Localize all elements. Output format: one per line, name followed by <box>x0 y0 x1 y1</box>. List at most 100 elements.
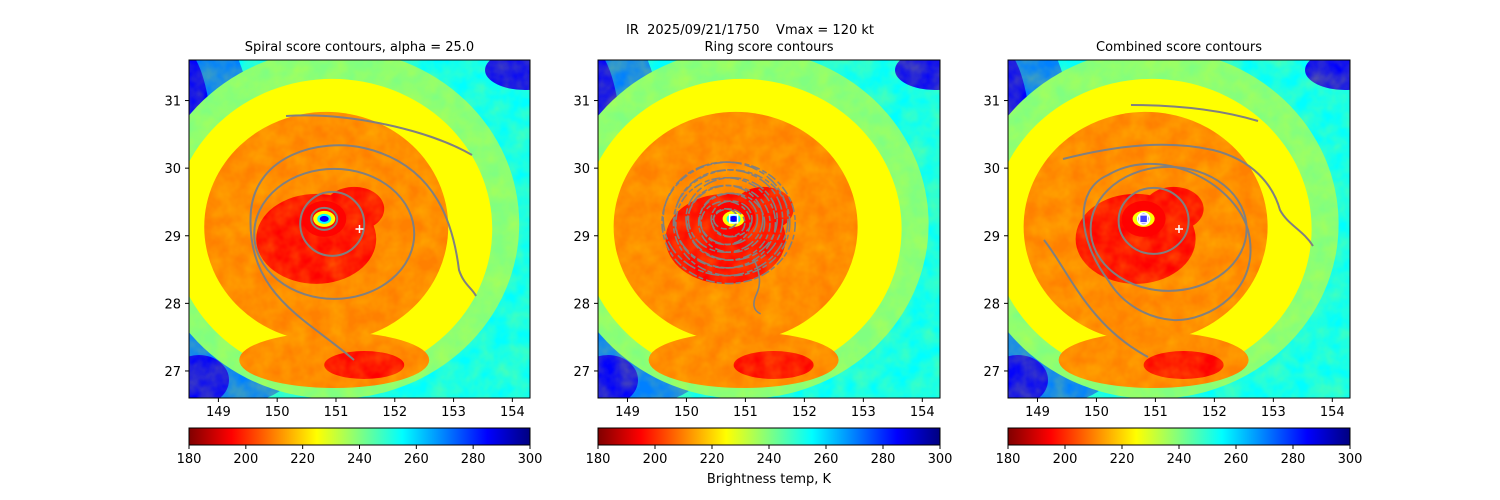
y-tick-label: 27 <box>573 365 590 380</box>
x-tick-label: 149 <box>615 405 640 420</box>
colorbar-label: Brightness temp, K <box>706 472 832 487</box>
panel-3: Combined score contours 149 150 151 152 153 15… <box>983 40 1363 467</box>
x-tick-label: 149 <box>206 405 231 420</box>
contour-line <box>310 206 339 231</box>
colorbar-tick-label: 180 <box>586 452 611 467</box>
y-tick-label: 28 <box>164 297 181 312</box>
colorbar-tick-label: 260 <box>814 452 839 467</box>
colorbar-tick-label: 280 <box>871 452 896 467</box>
colorbar-tick-label: 200 <box>643 452 668 467</box>
y-tick-label: 28 <box>983 297 1000 312</box>
contour-line <box>752 258 761 315</box>
marker-plus <box>355 225 364 233</box>
y-tick-label: 31 <box>164 95 181 110</box>
y-tick-label: 31 <box>573 95 590 110</box>
x-tick-label: 150 <box>1084 405 1109 420</box>
colorbar-tick-label: 300 <box>518 452 543 467</box>
marker-plus <box>1175 225 1183 233</box>
y-tick-label: 27 <box>164 365 181 380</box>
axes-frame <box>597 59 941 399</box>
y-tick-label: 29 <box>983 230 1000 245</box>
colorbar-gradient <box>597 427 941 446</box>
panel-1: Spiral score contours, alpha = 25.0 149 15… <box>164 40 543 467</box>
x-tick-label: 150 <box>265 405 290 420</box>
x-tick-label: 151 <box>1143 405 1168 420</box>
y-tick-label: 27 <box>983 365 1000 380</box>
panel-2: Ring score contours 149 150 151 152 153 154 27 2… <box>573 40 953 467</box>
y-tick-label: 29 <box>573 230 590 245</box>
contour-line <box>249 144 477 361</box>
colorbar-tick-label: 300 <box>928 452 953 467</box>
x-tick-label: 154 <box>500 405 525 420</box>
colorbar-tick-label: 180 <box>177 452 202 467</box>
y-tick-label: 29 <box>164 230 181 245</box>
colorbar-tick-label: 280 <box>1281 452 1306 467</box>
marker-square <box>728 214 739 224</box>
contour-line <box>1130 104 1259 122</box>
ir-image <box>1008 60 1350 398</box>
panel-title: Ring score contours <box>704 40 833 55</box>
x-tick-label: 154 <box>910 405 935 420</box>
contour-line <box>672 169 791 277</box>
y-tick-label: 30 <box>573 162 590 177</box>
x-tick-label: 152 <box>1202 405 1227 420</box>
marker-circle <box>1136 212 1151 226</box>
colorbar-tick-label: 260 <box>404 452 429 467</box>
contour-line <box>661 161 797 285</box>
contour-line <box>673 169 784 269</box>
ir-image <box>189 60 530 398</box>
x-tick-label: 154 <box>1320 405 1345 420</box>
axes-frame <box>1007 59 1351 399</box>
y-tick-label: 28 <box>573 297 590 312</box>
contour-line <box>697 192 766 254</box>
x-tick-label: 153 <box>441 405 466 420</box>
y-tick-label: 31 <box>983 95 1000 110</box>
contour-line <box>1117 186 1190 255</box>
y-tick-label: 30 <box>983 162 1000 177</box>
contour-line <box>699 192 759 246</box>
x-tick-label: 151 <box>733 405 758 420</box>
y-tick-label: 30 <box>164 162 181 177</box>
contour-line <box>299 190 366 257</box>
x-tick-label: 153 <box>1261 405 1286 420</box>
colorbar-tick-label: 220 <box>290 452 315 467</box>
colorbar-tick-label: 280 <box>461 452 486 467</box>
colorbar-gradient <box>1007 427 1351 446</box>
colorbar: 180 200 220 240 260 280 300 <box>177 427 543 467</box>
colorbar-tick-label: 240 <box>757 452 782 467</box>
colorbar-tick-label: 300 <box>1338 452 1363 467</box>
colorbar-tick-label: 220 <box>1110 452 1135 467</box>
axes-frame <box>188 59 531 399</box>
colorbar: 180 200 220 240 260 280 300 <box>586 427 953 467</box>
panel-title: Spiral score contours, alpha = 25.0 <box>245 40 474 55</box>
colorbar: 180 200 220 240 260 280 300 <box>996 427 1363 467</box>
x-tick-label: 152 <box>792 405 817 420</box>
marker-square <box>1138 214 1149 224</box>
colorbar-tick-label: 200 <box>233 452 258 467</box>
contour-line <box>687 184 764 254</box>
colorbar-gradient <box>188 427 531 446</box>
colorbar-tick-label: 240 <box>347 452 372 467</box>
contour-line <box>285 114 473 156</box>
contour-line <box>1089 165 1248 292</box>
colorbar-tick-label: 260 <box>1224 452 1249 467</box>
colorbar-tick-label: 200 <box>1053 452 1078 467</box>
contour-line <box>662 161 789 277</box>
contour-line <box>1043 239 1149 358</box>
ir-image <box>598 60 940 398</box>
figure-suptitle: IR 2025/09/21/1750 Vmax = 120 kt <box>626 23 874 38</box>
contour-line <box>700 200 752 246</box>
panel-title: Combined score contours <box>1096 40 1262 55</box>
colorbar-tick-label: 180 <box>996 452 1021 467</box>
x-tick-label: 153 <box>851 405 876 420</box>
contour-line <box>253 167 416 300</box>
colorbar-tick-label: 240 <box>1167 452 1192 467</box>
contour-line <box>1062 143 1314 247</box>
contour-line <box>675 176 777 269</box>
colorbar-tick-label: 220 <box>700 452 725 467</box>
x-tick-label: 150 <box>674 405 699 420</box>
x-tick-label: 151 <box>324 405 349 420</box>
contour-line <box>710 200 753 238</box>
x-tick-label: 152 <box>382 405 407 420</box>
